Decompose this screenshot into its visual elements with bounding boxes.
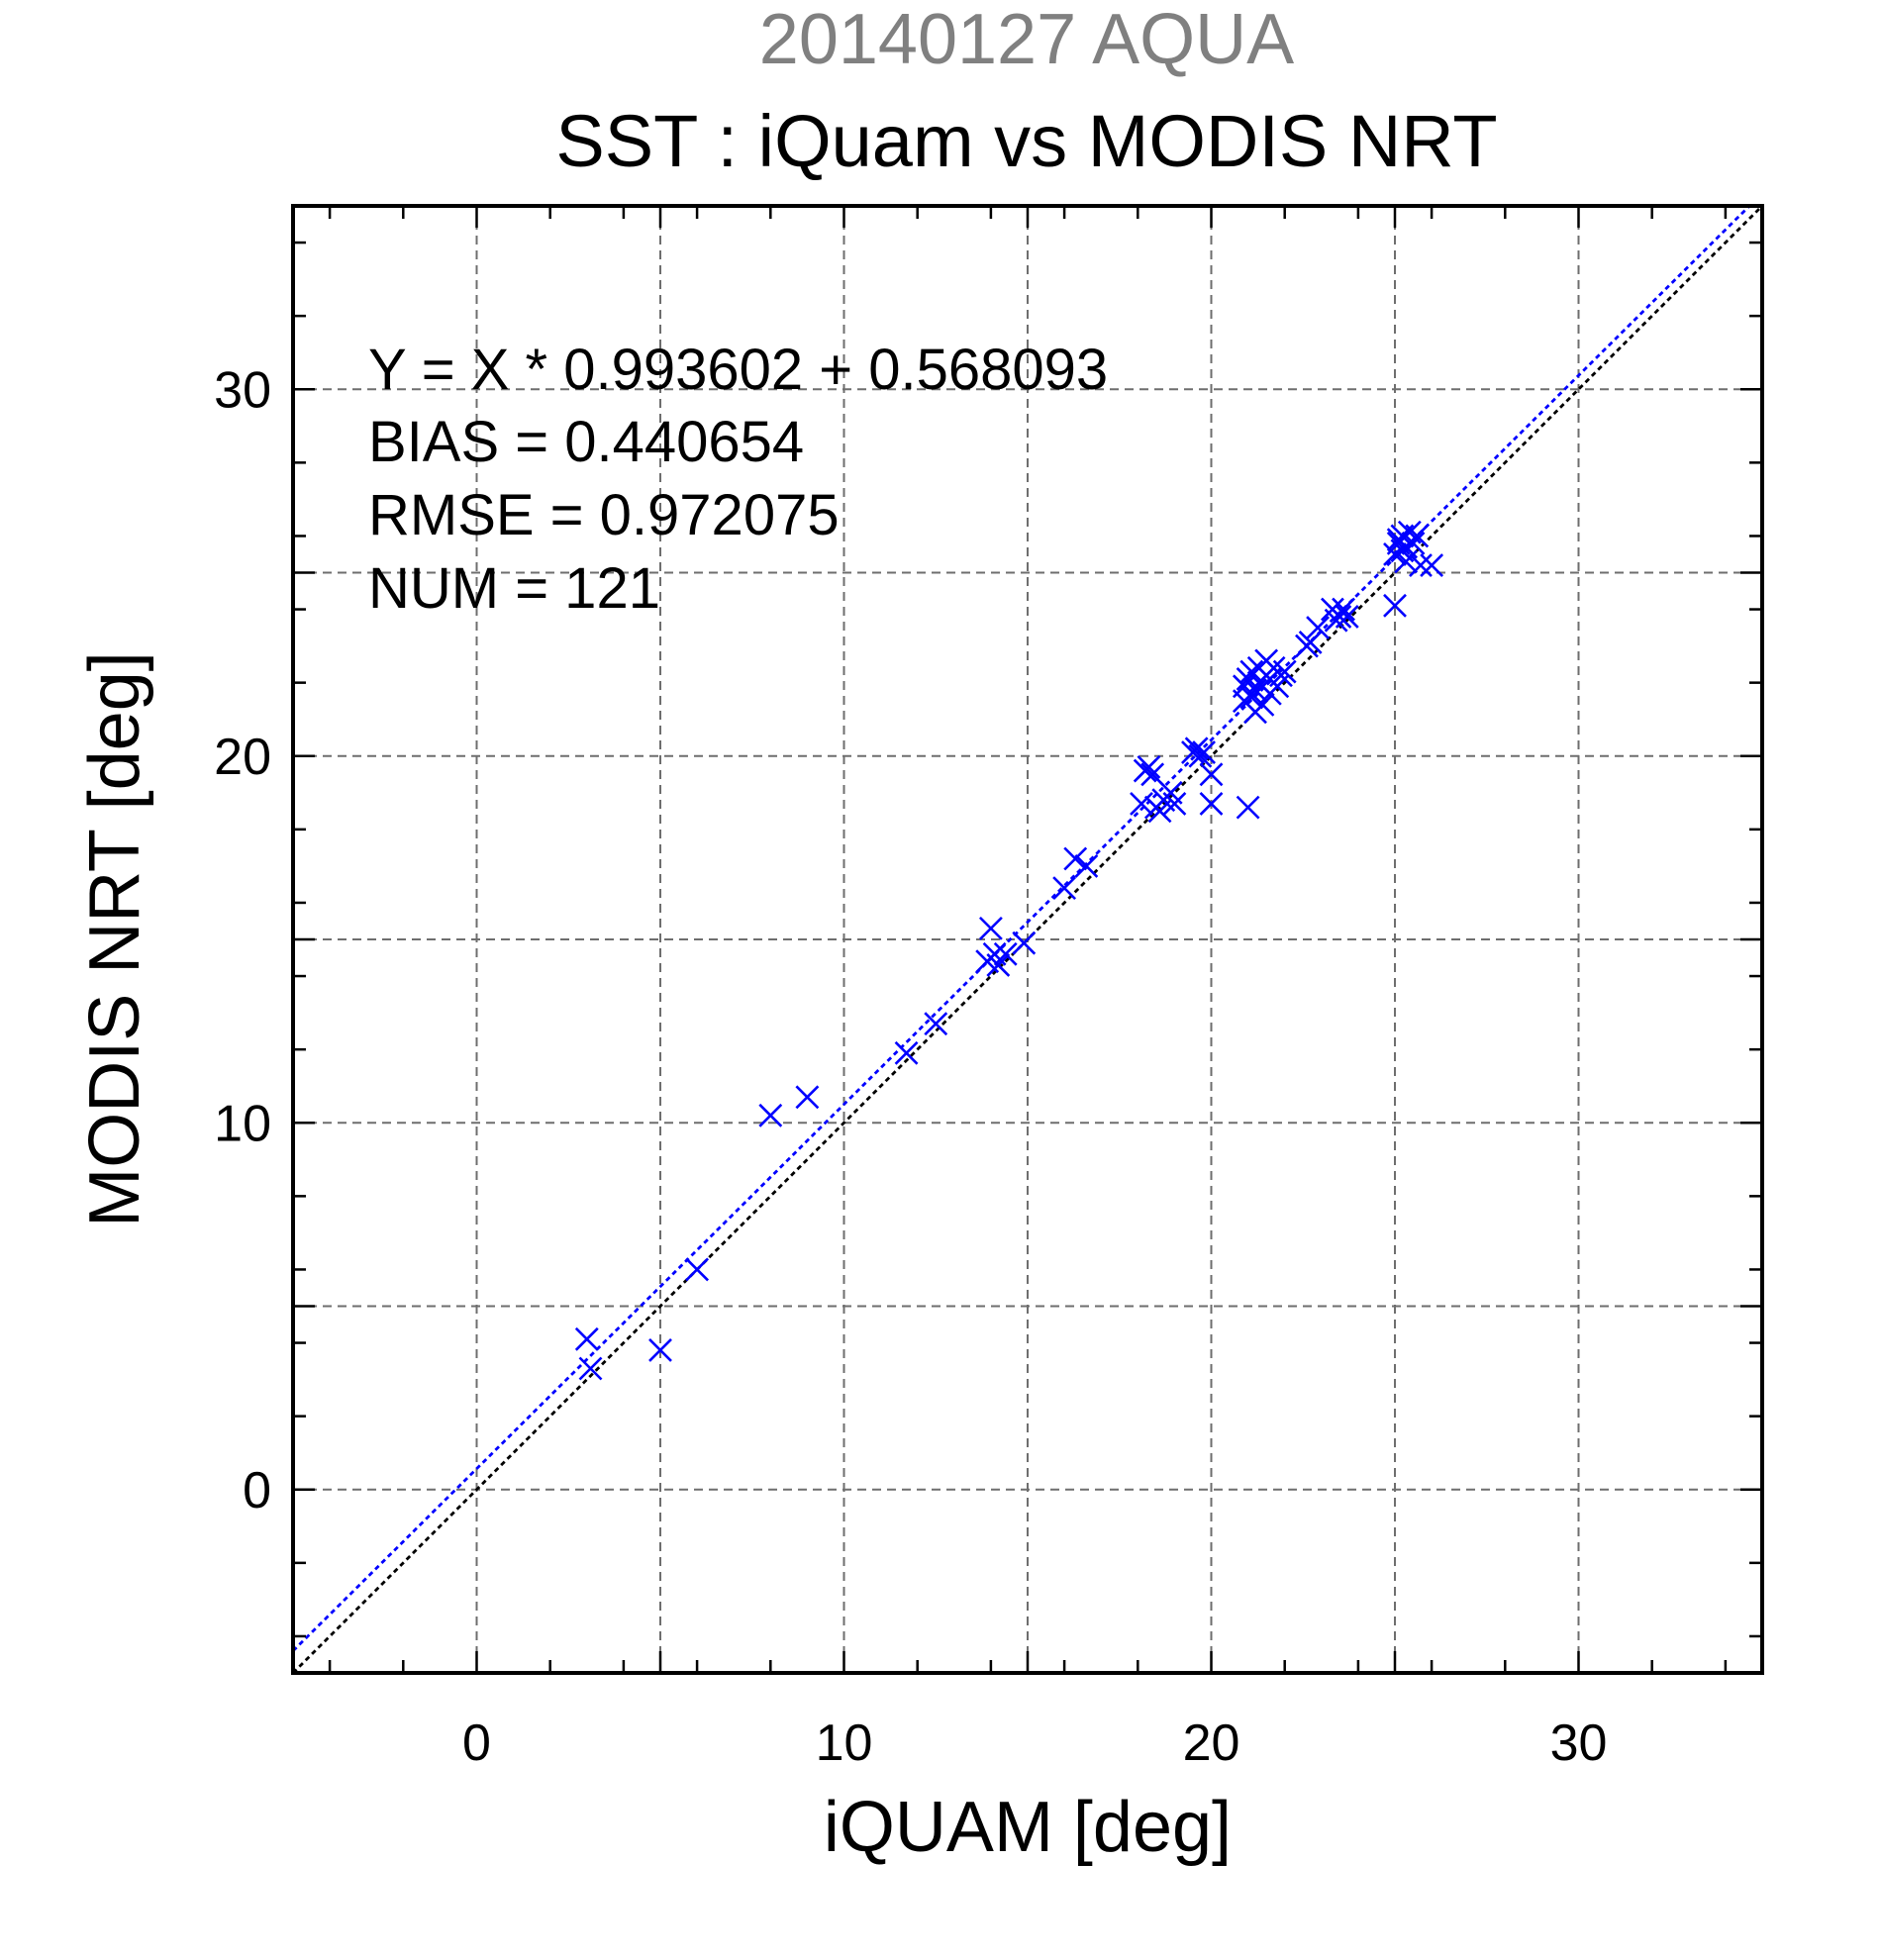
scatter-point (648, 1338, 672, 1362)
tick-labels: 0 10 20 30 0 10 20 30 (214, 361, 1607, 1772)
x-tick-label: 0 (462, 1715, 491, 1772)
scatter-point (578, 1356, 603, 1381)
scatter-point (1192, 740, 1216, 764)
scatter-point (1243, 678, 1267, 702)
x-tick-label: 30 (1550, 1715, 1608, 1772)
scatter-point (795, 1085, 820, 1110)
scatter-point (894, 1040, 919, 1065)
scatter-point (1137, 754, 1161, 779)
scatter-point (1272, 659, 1297, 684)
y-tick-label: 30 (214, 361, 271, 419)
chart-supertitle: 20140127 AQUA (759, 0, 1294, 79)
data-points (574, 520, 1444, 1381)
scatter-point (1199, 791, 1224, 816)
scatter-point (1409, 553, 1433, 578)
y-tick-label: 10 (214, 1095, 271, 1152)
scatter-point (1130, 791, 1153, 816)
scatter-point (1063, 846, 1088, 871)
scatter-point (1383, 593, 1407, 618)
y-tick-label: 0 (243, 1462, 271, 1519)
scatter-point (574, 1326, 599, 1351)
x-tick-label: 20 (1183, 1715, 1240, 1772)
scatter-point (1328, 605, 1352, 629)
scatter-point (1052, 876, 1077, 901)
scatter-point (1162, 791, 1187, 816)
scatter-point (1332, 597, 1355, 622)
scatter-point (1298, 630, 1323, 654)
scatter-point (986, 953, 1011, 977)
y-tick-label: 20 (214, 729, 271, 786)
num-stat: NUM = 121 (368, 556, 660, 621)
scatter-point (685, 1257, 710, 1282)
scatter-point (1420, 553, 1444, 578)
scatter-point (1074, 853, 1099, 878)
rmse-stat: RMSE = 0.972075 (368, 483, 840, 547)
scatter-point (1239, 659, 1264, 684)
scatter-point (993, 941, 1018, 966)
scatter-point (1236, 795, 1260, 820)
grid (293, 206, 1762, 1673)
plot-frame (291, 204, 1764, 1675)
regression-stats: Y = X * 0.993602 + 0.568093 BIAS = 0.440… (368, 338, 1108, 621)
scatter-point (1140, 762, 1165, 787)
scatter-point (1012, 931, 1037, 955)
bias-stat: BIAS = 0.440654 (368, 410, 804, 474)
scatter-point (978, 916, 1003, 940)
scatter-point (1394, 549, 1419, 574)
x-axis-label: iQUAM [deg] (824, 1788, 1232, 1867)
scatter-point (1335, 605, 1359, 629)
chart-title: SST : iQuam vs MODIS NRT (555, 100, 1497, 182)
axis-ticks (291, 204, 1764, 1675)
scatter-point (1401, 531, 1426, 555)
scatter-point (1250, 692, 1275, 717)
scatter-point (758, 1103, 783, 1127)
regression-equation: Y = X * 0.993602 + 0.568093 (368, 338, 1108, 402)
x-tick-label: 10 (816, 1715, 873, 1772)
regression-line (292, 205, 1751, 1652)
y-axis-label: MODIS NRT [deg] (75, 651, 154, 1227)
scatter-point (1184, 736, 1209, 761)
scatter-point (924, 1012, 948, 1036)
scatter-point (1405, 524, 1430, 548)
scatter-point (1306, 616, 1331, 639)
scatter-point (1199, 762, 1224, 787)
